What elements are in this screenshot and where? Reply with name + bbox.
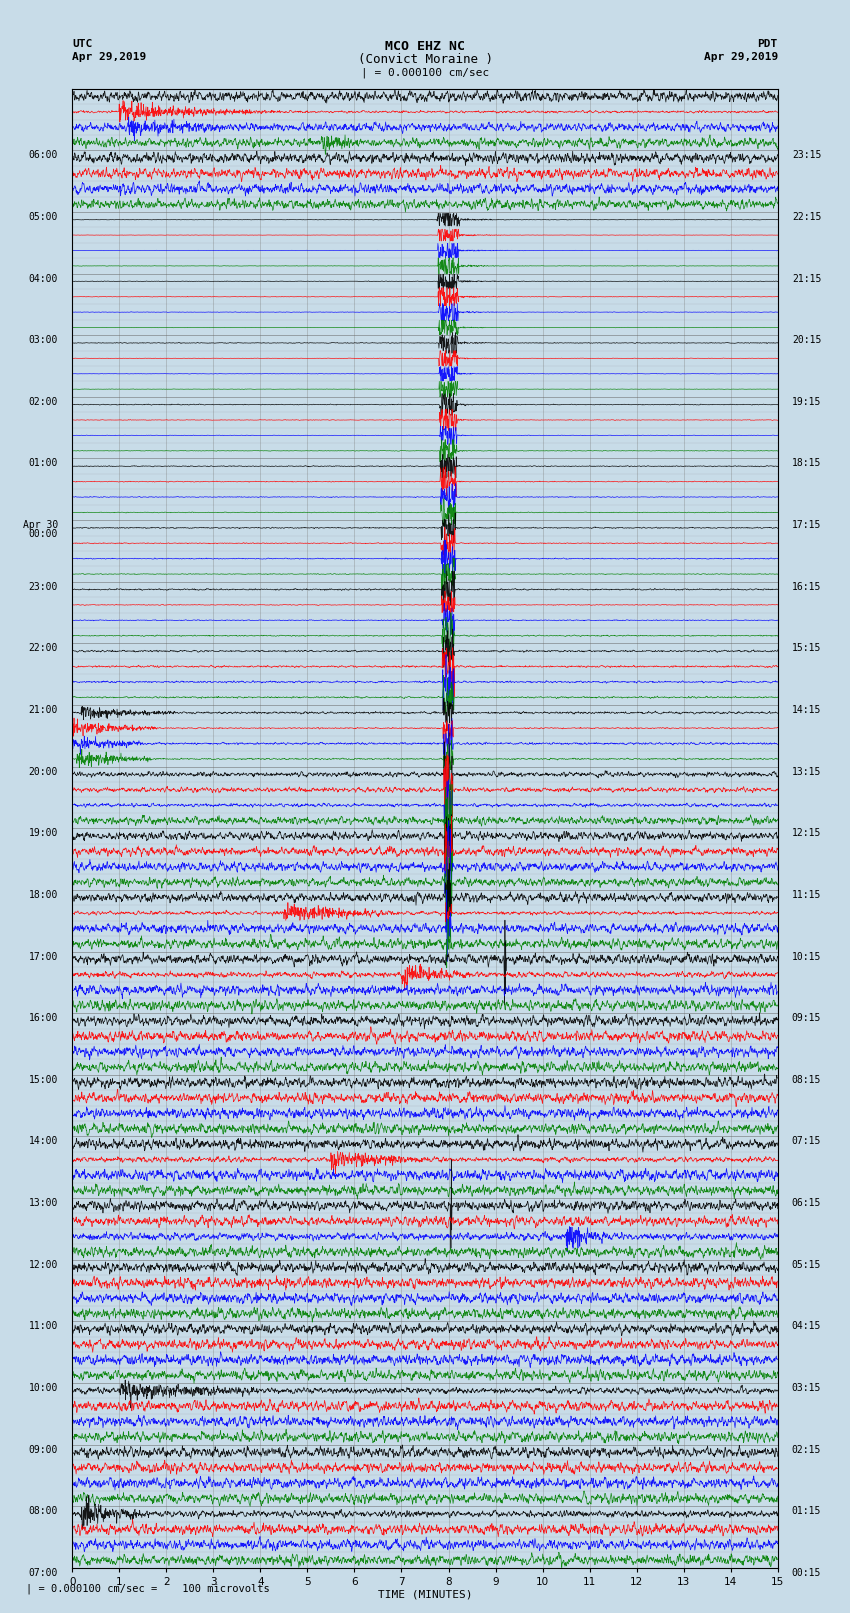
Text: 03:00: 03:00 [29, 336, 58, 345]
Text: UTC: UTC [72, 39, 93, 48]
Text: 17:00: 17:00 [29, 952, 58, 961]
Text: PDT: PDT [757, 39, 778, 48]
Text: 05:00: 05:00 [29, 211, 58, 223]
Text: 11:15: 11:15 [792, 890, 821, 900]
Text: Apr 29,2019: Apr 29,2019 [704, 52, 778, 61]
Text: 23:00: 23:00 [29, 582, 58, 592]
Text: 14:00: 14:00 [29, 1137, 58, 1147]
Text: | = 0.000100 cm/sec: | = 0.000100 cm/sec [361, 68, 489, 79]
Text: 19:00: 19:00 [29, 829, 58, 839]
Text: 20:15: 20:15 [792, 336, 821, 345]
Text: 06:15: 06:15 [792, 1198, 821, 1208]
Text: 23:15: 23:15 [792, 150, 821, 160]
Text: 17:15: 17:15 [792, 519, 821, 531]
Text: 00:15: 00:15 [792, 1568, 821, 1578]
Text: 15:15: 15:15 [792, 644, 821, 653]
Text: Apr 29,2019: Apr 29,2019 [72, 52, 146, 61]
Text: 03:15: 03:15 [792, 1382, 821, 1394]
Text: 12:15: 12:15 [792, 829, 821, 839]
Text: 06:00: 06:00 [29, 150, 58, 160]
Text: 18:00: 18:00 [29, 890, 58, 900]
Text: 07:00: 07:00 [29, 1568, 58, 1578]
Text: 12:00: 12:00 [29, 1260, 58, 1269]
Text: 05:15: 05:15 [792, 1260, 821, 1269]
Text: Apr 30
00:00: Apr 30 00:00 [23, 519, 58, 539]
Text: 16:00: 16:00 [29, 1013, 58, 1023]
Text: 01:00: 01:00 [29, 458, 58, 468]
Text: 07:15: 07:15 [792, 1137, 821, 1147]
Text: 18:15: 18:15 [792, 458, 821, 468]
Text: 01:15: 01:15 [792, 1507, 821, 1516]
Text: 10:15: 10:15 [792, 952, 821, 961]
Text: MCO EHZ NC: MCO EHZ NC [385, 40, 465, 53]
Text: 14:15: 14:15 [792, 705, 821, 715]
Text: 15:00: 15:00 [29, 1074, 58, 1086]
Text: 20:00: 20:00 [29, 766, 58, 776]
Text: 16:15: 16:15 [792, 582, 821, 592]
Text: | = 0.000100 cm/sec =    100 microvolts: | = 0.000100 cm/sec = 100 microvolts [26, 1582, 269, 1594]
Text: 08:00: 08:00 [29, 1507, 58, 1516]
Text: (Convict Moraine ): (Convict Moraine ) [358, 53, 492, 66]
Text: 02:00: 02:00 [29, 397, 58, 406]
X-axis label: TIME (MINUTES): TIME (MINUTES) [377, 1590, 473, 1600]
Text: 04:00: 04:00 [29, 274, 58, 284]
Text: 10:00: 10:00 [29, 1382, 58, 1394]
Text: 22:00: 22:00 [29, 644, 58, 653]
Text: 02:15: 02:15 [792, 1445, 821, 1455]
Text: 08:15: 08:15 [792, 1074, 821, 1086]
Text: 19:15: 19:15 [792, 397, 821, 406]
Text: 11:00: 11:00 [29, 1321, 58, 1331]
Text: 21:00: 21:00 [29, 705, 58, 715]
Text: 09:15: 09:15 [792, 1013, 821, 1023]
Text: 09:00: 09:00 [29, 1445, 58, 1455]
Text: 04:15: 04:15 [792, 1321, 821, 1331]
Text: 13:00: 13:00 [29, 1198, 58, 1208]
Text: 21:15: 21:15 [792, 274, 821, 284]
Text: 13:15: 13:15 [792, 766, 821, 776]
Text: 22:15: 22:15 [792, 211, 821, 223]
